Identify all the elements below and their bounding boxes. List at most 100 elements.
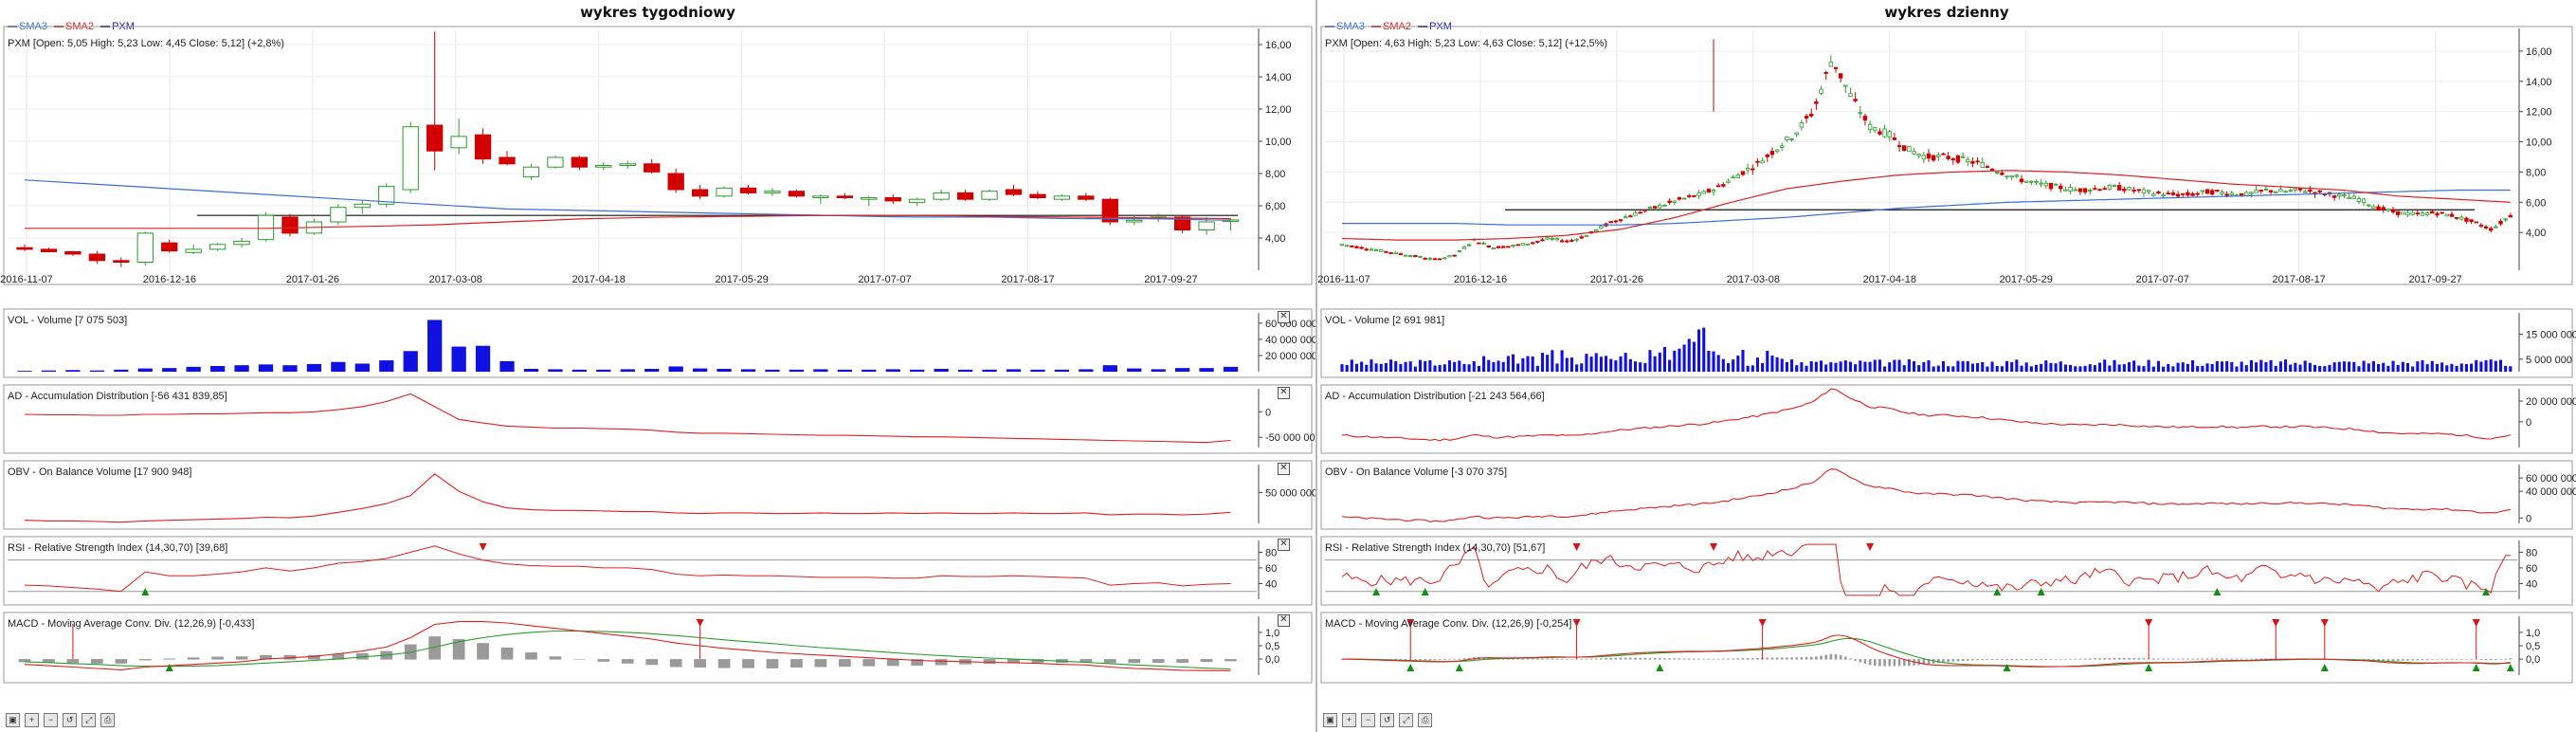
macd-label: MACD - Moving Average Conv. Div. (12,26,… [1325, 618, 1572, 630]
candle-body [1594, 229, 1599, 232]
macd-histogram-bar [1600, 658, 1603, 660]
macd-histogram-bar [2465, 659, 2468, 660]
close-macd-icon[interactable]: ✕ [1278, 614, 1290, 627]
fullscreen-icon[interactable]: ⤢ [82, 713, 97, 727]
macd-histogram-bar [1766, 657, 1769, 660]
zoom-in-icon[interactable]: + [1342, 713, 1357, 727]
candle-body [2503, 218, 2508, 221]
candle-body [1838, 73, 1843, 79]
volume-bar [1501, 361, 1505, 372]
macd-buy-marker [2145, 664, 2153, 671]
volume-bar [1907, 358, 1911, 372]
reset-icon[interactable]: ↺ [63, 713, 78, 727]
candle-body [2224, 193, 2229, 196]
volume-bar [2342, 361, 2347, 372]
candle-body [1477, 242, 1481, 245]
candle-body [2107, 184, 2113, 190]
volume-bar [2000, 366, 2004, 372]
zoom-in-icon[interactable]: + [25, 713, 40, 727]
candle-body [1373, 249, 1379, 251]
daily-chart-svg[interactable]: 2016-11-07 2016-12-16 2017-01-26 2017-03-08… [1317, 0, 2576, 732]
reset-icon[interactable]: ↺ [1380, 713, 1395, 727]
candle-body [1481, 243, 1486, 245]
volume-bar [1605, 356, 1608, 372]
macd-histogram-bar [2010, 659, 2013, 661]
candle-body [861, 197, 878, 200]
macd-histogram-bar [2015, 659, 2019, 661]
x-tick-label: 2017-03-08 [1727, 274, 1780, 285]
print-icon[interactable]: ⎙ [1418, 713, 1433, 727]
candle-body [474, 134, 492, 160]
candle-body [1599, 226, 1604, 229]
macd-histogram-bar [1605, 658, 1607, 660]
candle-body [2229, 192, 2235, 195]
y-tick-label: 5 000 000 [2526, 355, 2572, 366]
macd-signal-line [1342, 637, 2511, 668]
candle-body [836, 195, 853, 199]
volume-bar [2489, 359, 2493, 372]
volume-bar [2142, 366, 2146, 372]
candle-body [402, 126, 419, 191]
pane-frame [1320, 384, 2573, 454]
volume-bar [1399, 363, 1403, 372]
candle-body [1892, 137, 1897, 140]
macd-histogram-bar [1863, 659, 1867, 664]
candle-body [1545, 237, 1550, 240]
save-icon[interactable]: ▣ [6, 713, 20, 727]
close-obv-icon[interactable]: ✕ [1278, 463, 1290, 475]
volume-bar [692, 368, 708, 372]
volume-bar [2113, 359, 2116, 372]
volume-bar [1780, 358, 1784, 372]
candle-body [2209, 190, 2215, 195]
candle-body [1808, 113, 1814, 117]
close-rsi-icon[interactable]: ✕ [1278, 539, 1290, 551]
macd-histogram-bar [2123, 657, 2126, 660]
macd-histogram-bar [1575, 658, 1578, 660]
fullscreen-icon[interactable]: ⤢ [1399, 713, 1414, 727]
macd-histogram-bar [1873, 659, 1877, 667]
volume-bar [451, 346, 466, 372]
close-ad-icon[interactable]: ✕ [1278, 387, 1290, 399]
zoom-out-icon[interactable]: − [44, 713, 59, 727]
macd-histogram-bar [1902, 659, 1906, 667]
macd-histogram-bar [2074, 658, 2077, 660]
volume-bar [1565, 357, 1569, 372]
macd-histogram-bar [1639, 657, 1642, 660]
volume-bar [2416, 361, 2420, 372]
rsi-buy-marker [1372, 588, 1381, 595]
y-tick-label: 0 [1265, 407, 1271, 418]
volume-bar [1795, 365, 1799, 372]
candle-body [1427, 257, 1433, 260]
macd-histogram-bar [90, 659, 103, 664]
candle-body [956, 192, 974, 200]
macd-histogram-bar [2205, 658, 2209, 660]
volume-bar [1482, 356, 1486, 372]
volume-bar [1374, 363, 1378, 372]
rsi-buy-marker [141, 588, 150, 595]
candle-body [2424, 212, 2430, 215]
save-icon[interactable]: ▣ [1323, 713, 1337, 727]
zoom-out-icon[interactable]: − [1361, 713, 1376, 727]
macd-histogram-bar [2020, 659, 2023, 661]
candle-body [2420, 212, 2425, 216]
weekly-chart-svg[interactable]: 2016-11-07 2016-12-16 2017-01-26 2017-03-08… [0, 0, 1315, 732]
volume-bar [1223, 366, 1239, 372]
volume-bar [427, 320, 443, 372]
macd-histogram-bar [1448, 659, 1451, 660]
volume-bar [1551, 350, 1554, 372]
macd-histogram-bar [2494, 659, 2497, 661]
macd-histogram-bar [1937, 659, 1940, 664]
close-vol-icon[interactable]: ✕ [1278, 311, 1290, 323]
candle-body [1447, 255, 1452, 258]
candle-body [1174, 216, 1191, 230]
macd-histogram-bar [1888, 659, 1892, 667]
macd-buy-marker [1455, 664, 1463, 671]
macd-histogram-bar [2230, 658, 2234, 660]
y-tick-label: 10,00 [2526, 137, 2552, 149]
volume-bar [1917, 365, 1921, 372]
print-icon[interactable]: ⎙ [100, 713, 116, 727]
volume-bar [1102, 365, 1117, 372]
candle-body [2430, 210, 2435, 214]
volume-bar [2151, 366, 2155, 372]
pane-frame [3, 384, 1313, 454]
